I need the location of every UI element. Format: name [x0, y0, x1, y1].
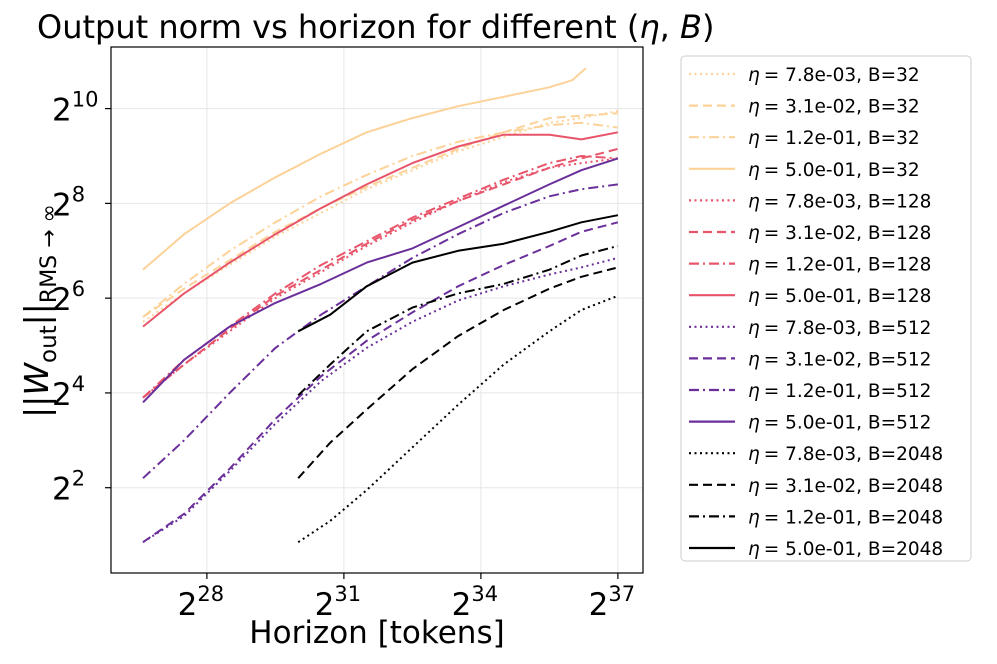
legend: η = 7.8e-03, B=32 η = 3.1e-02, B=32 η = 1.2e-…	[680, 55, 972, 562]
series-line-4	[142, 67, 587, 271]
x-axis-ticks: 228 231 234 237	[178, 573, 635, 623]
y-tick-label: 24	[52, 372, 85, 413]
series-line-13	[297, 294, 619, 544]
svg-text:||Wout||RMS → ∞: ||Wout||RMS → ∞	[17, 204, 62, 418]
y-tick-label: 28	[52, 182, 85, 223]
legend-entry: η = 5.0e-01, B=2048	[748, 539, 943, 560]
legend-entry: η = 5.0e-01, B=32	[748, 160, 920, 181]
y-tick-label: 26	[52, 277, 85, 318]
series-line-7	[142, 155, 618, 399]
x-axis-label: Horizon [tokens]	[249, 615, 504, 651]
legend-entry: η = 1.2e-01, B=512	[748, 381, 931, 402]
series-line-15	[297, 245, 619, 397]
legend-entry: η = 7.8e-03, B=2048	[748, 444, 943, 465]
series-line-11	[142, 183, 619, 479]
series-line-8	[142, 131, 619, 328]
x-tick-label: 228	[178, 582, 224, 623]
legend-entry: η = 7.8e-03, B=512	[748, 318, 931, 339]
series-line-12	[142, 157, 619, 404]
series-line-6	[142, 147, 619, 399]
series-line-1	[142, 110, 619, 323]
y-tick-label: 22	[52, 467, 85, 508]
grid-lines	[111, 47, 643, 573]
legend-entry: η = 3.1e-02, B=2048	[748, 476, 943, 497]
series-line-16	[297, 214, 619, 333]
series-line-2	[142, 112, 618, 318]
series-line-9	[142, 256, 619, 544]
series-line-3	[142, 121, 619, 318]
x-tick-label: 237	[589, 582, 635, 623]
x-tick-label: 234	[452, 582, 498, 623]
y-axis-ticks: 22 24 26 28 210	[52, 88, 111, 508]
legend-entry: η = 1.2e-01, B=128	[748, 255, 931, 276]
legend-entry: η = 7.8e-03, B=128	[748, 191, 931, 212]
chart-title: Output norm vs horizon for different (η,…	[37, 8, 714, 46]
legend-box	[680, 55, 972, 562]
legend-entry: η = 5.0e-01, B=512	[748, 413, 931, 434]
legend-entry: η = 3.1e-02, B=512	[748, 349, 931, 370]
series-line-10	[142, 221, 619, 544]
legend-entry: η = 5.0e-01, B=128	[748, 286, 931, 307]
y-tick-label: 210	[52, 88, 98, 129]
series-line-14	[297, 266, 619, 479]
plot-frame	[110, 46, 644, 574]
legend-entry: η = 1.2e-01, B=2048	[748, 507, 943, 528]
series-lines	[142, 67, 619, 544]
legend-entry: η = 3.1e-02, B=128	[748, 223, 931, 244]
legend-entry: η = 7.8e-03, B=32	[748, 65, 920, 86]
legend-entry: η = 3.1e-02, B=32	[748, 97, 920, 118]
legend-entry: η = 1.2e-01, B=32	[748, 128, 920, 149]
y-axis-label: ||Wout||RMS → ∞	[17, 204, 62, 418]
x-tick-label: 231	[315, 582, 361, 623]
series-line-5	[142, 157, 619, 399]
